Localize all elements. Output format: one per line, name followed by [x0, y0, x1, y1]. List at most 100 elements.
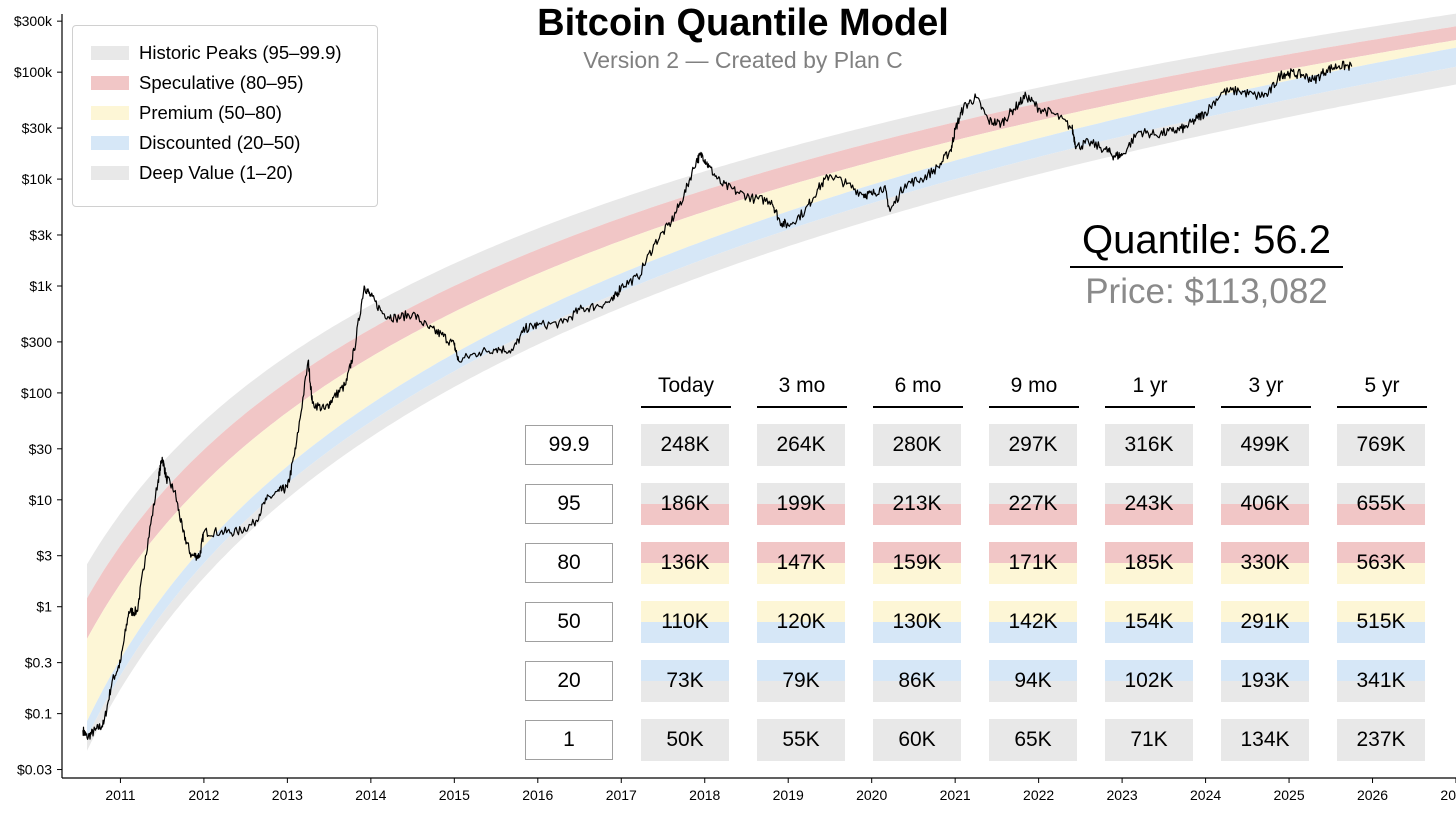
y-tick-label: $30k: [22, 120, 53, 136]
column-header: 9 mo: [1010, 374, 1058, 397]
legend-label: Deep Value (1–20): [139, 162, 293, 183]
x-tick-label: 2013: [272, 787, 303, 803]
quantile-readout: Quantile: 56.2: [1081, 218, 1332, 262]
cell-value: 186K: [660, 492, 710, 515]
legend-label: Historic Peaks (95–99.9): [139, 42, 342, 63]
legend-label: Premium (50–80): [139, 102, 282, 123]
cell-band-top: [757, 542, 845, 563]
y-tick-label: $300k: [14, 13, 53, 29]
cell-band-bottom: [757, 445, 845, 466]
table-cell: 130K: [873, 601, 961, 643]
cell-value: 71K: [1130, 728, 1168, 751]
cell-band-bottom: [641, 504, 729, 525]
column-header-rule: [1221, 406, 1311, 408]
table-cell: 237K: [1337, 719, 1425, 761]
x-tick-label: 2022: [1023, 787, 1054, 803]
y-tick-label: $3k: [29, 227, 53, 243]
legend-swatch: [91, 166, 129, 180]
cell-value: 142K: [1008, 610, 1058, 633]
cell-value: 79K: [782, 669, 820, 692]
table-cell: 406K: [1221, 483, 1309, 525]
cell-band-bottom: [1221, 740, 1309, 761]
y-tick-label: $0.03: [17, 762, 52, 778]
x-tick-label: 2020: [856, 787, 887, 803]
x-tick-label: 2027: [1440, 787, 1456, 803]
cell-value: 86K: [898, 669, 936, 692]
cell-band-top: [1105, 660, 1193, 681]
cell-band-top: [641, 601, 729, 622]
column-header-rule: [1337, 406, 1427, 408]
cell-band-top: [757, 601, 845, 622]
x-tick-label: 2026: [1357, 787, 1388, 803]
table-cell: 79K: [757, 660, 845, 702]
cell-band-bottom: [1337, 681, 1425, 702]
legend-swatch: [91, 76, 129, 90]
cell-value: 563K: [1356, 551, 1406, 574]
cell-band-bottom: [1105, 504, 1193, 525]
cell-band-bottom: [1221, 445, 1309, 466]
cell-band-top: [1221, 601, 1309, 622]
cell-value: 136K: [660, 551, 710, 574]
cell-band-top: [989, 424, 1077, 445]
cell-value: 102K: [1124, 669, 1174, 692]
table-cell: 71K: [1105, 719, 1193, 761]
cell-band-bottom: [989, 504, 1077, 525]
column-header-rule: [757, 406, 847, 408]
cell-band-top: [873, 542, 961, 563]
cell-value: 50K: [666, 728, 704, 751]
table-cell: 102K: [1105, 660, 1193, 702]
cell-band-bottom: [641, 622, 729, 643]
cell-band-top: [989, 601, 1077, 622]
cell-value: 213K: [892, 492, 942, 515]
table-cell: 243K: [1105, 483, 1193, 525]
cell-band-top: [873, 719, 961, 740]
cell-value: 243K: [1124, 492, 1174, 515]
cell-value: 55K: [782, 728, 820, 751]
table-cell: 50K: [641, 719, 729, 761]
table-cell: 110K: [641, 601, 729, 643]
legend-swatch: [91, 46, 129, 60]
axes: $0.03 $0.1 $0.3 $1 $3 $10 $30 $100 $300 $1k $3k $10…: [14, 13, 1456, 803]
cell-value: 264K: [776, 433, 826, 456]
cell-band-bottom: [989, 681, 1077, 702]
table-cell: 94K: [989, 660, 1077, 702]
table-cell: 280K: [873, 424, 961, 466]
x-tick-label: 2025: [1273, 787, 1304, 803]
cell-band-bottom: [1105, 563, 1193, 584]
y-tick-label: $100: [21, 385, 52, 401]
column-header-rule: [989, 406, 1079, 408]
cell-value: 330K: [1240, 551, 1290, 574]
cell-value: 655K: [1356, 492, 1406, 515]
cell-band-bottom: [1337, 504, 1425, 525]
cell-band-top: [757, 424, 845, 445]
cell-band-bottom: [1105, 622, 1193, 643]
cell-band-bottom: [641, 681, 729, 702]
y-tick-label: $1: [36, 599, 52, 615]
x-tick-label: 2023: [1107, 787, 1138, 803]
cell-value: 159K: [892, 551, 942, 574]
cell-band-bottom: [1221, 681, 1309, 702]
cell-band-top: [1105, 483, 1193, 504]
cell-band-top: [1221, 424, 1309, 445]
cell-band-bottom: [989, 563, 1077, 584]
cell-value: 130K: [892, 610, 942, 633]
y-tick-label: $10k: [22, 171, 53, 187]
price-readout: Price: $113,082: [1085, 272, 1328, 311]
cell-value: 171K: [1008, 551, 1058, 574]
cell-value: 237K: [1356, 728, 1406, 751]
cell-band-top: [1337, 601, 1425, 622]
x-tick-label: 2014: [355, 787, 386, 803]
cell-band-top: [1337, 719, 1425, 740]
legend-label: Discounted (20–50): [139, 132, 301, 153]
cell-band-top: [641, 719, 729, 740]
cell-value: 248K: [660, 433, 710, 456]
quantile-row-label: 50: [525, 602, 613, 642]
cell-value: 147K: [776, 551, 826, 574]
cell-band-bottom: [1337, 622, 1425, 643]
band-premium: [87, 40, 1456, 722]
table-cell: 193K: [1221, 660, 1309, 702]
table-cell: 213K: [873, 483, 961, 525]
cell-value: 199K: [776, 492, 826, 515]
cell-band-top: [757, 660, 845, 681]
